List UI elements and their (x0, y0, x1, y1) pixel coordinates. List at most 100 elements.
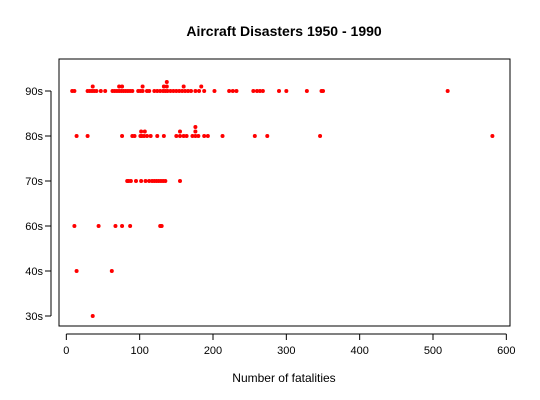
data-point (184, 134, 189, 138)
y-tick-label: 30s (25, 311, 43, 323)
data-point (193, 134, 198, 138)
data-point (230, 89, 235, 93)
data-point (181, 134, 186, 138)
data-point (72, 224, 77, 228)
data-point (147, 89, 152, 93)
y-axis: 30s 40s 60s 70s 80s 90s (25, 86, 52, 323)
data-point (85, 134, 90, 138)
data-point (74, 269, 79, 273)
y-tick-label: 70s (25, 176, 43, 188)
data-point (212, 89, 217, 93)
data-point (190, 134, 195, 138)
chart-title: Aircraft Disasters 1950 - 1990 (186, 23, 382, 39)
data-point (181, 84, 186, 89)
data-point (260, 89, 265, 93)
data-point (177, 89, 182, 93)
data-point (152, 89, 157, 93)
y-tick-label: 90s (25, 86, 43, 98)
x-axis: 0 100 200 300 400 500 600 (63, 333, 516, 357)
data-point (164, 84, 169, 89)
data-point (255, 89, 259, 93)
data-point (445, 89, 450, 93)
x-tick-label: 300 (277, 345, 295, 357)
data-point (186, 89, 191, 93)
data-point (163, 179, 168, 183)
data-point (155, 89, 160, 93)
data-point (103, 89, 108, 93)
data-point (193, 129, 198, 134)
x-tick-label: 0 (63, 345, 69, 357)
data-point (145, 134, 149, 138)
x-tick-label: 600 (497, 345, 515, 357)
data-point (128, 224, 133, 228)
data-point (189, 89, 193, 93)
data-point (178, 179, 182, 183)
data-point (227, 89, 232, 93)
data-point (142, 134, 147, 138)
data-point (113, 224, 118, 228)
data-point (265, 134, 270, 138)
data-point (134, 179, 138, 183)
data-point (109, 269, 114, 273)
data-point (90, 84, 95, 89)
data-point (120, 134, 125, 138)
data-point (252, 134, 257, 138)
data-point (147, 179, 152, 183)
data-point (183, 89, 188, 93)
data-point (284, 89, 289, 93)
y-tick-label: 80s (25, 131, 43, 143)
data-point (98, 89, 103, 93)
x-tick-label: 200 (204, 345, 222, 357)
plot-frame (58, 58, 511, 327)
data-point (197, 89, 202, 93)
data-point (277, 89, 281, 93)
y-tick-label: 40s (25, 266, 43, 278)
x-axis-label: Number of fatalities (232, 371, 335, 385)
data-point (234, 89, 239, 93)
data-point (161, 84, 166, 89)
data-point (74, 134, 79, 138)
data-point (196, 134, 201, 138)
data-point (132, 134, 137, 138)
data-point (148, 134, 153, 138)
data-point (178, 134, 182, 138)
data-point (142, 129, 147, 134)
data-point (96, 224, 101, 228)
data-point (205, 134, 210, 138)
data-point (164, 80, 169, 84)
data-point (174, 89, 179, 93)
x-tick-label: 500 (424, 345, 442, 357)
data-point (155, 134, 160, 138)
data-point (161, 134, 166, 138)
data-point (251, 89, 256, 93)
data-point (72, 89, 77, 93)
data-points (70, 80, 495, 318)
data-point (180, 89, 185, 93)
data-point (159, 224, 164, 228)
data-point (130, 89, 135, 93)
data-point (94, 89, 99, 93)
data-point (90, 314, 95, 318)
data-point (304, 89, 309, 93)
x-tick-label: 100 (130, 345, 148, 357)
data-point (143, 179, 148, 183)
x-tick-label: 400 (350, 345, 368, 357)
data-point (202, 89, 207, 93)
data-point (139, 129, 144, 134)
y-tick-label: 60s (25, 221, 43, 233)
data-point (158, 89, 163, 93)
data-point (178, 129, 182, 134)
data-point (490, 134, 495, 138)
data-point (128, 179, 133, 183)
data-point (168, 89, 173, 93)
data-point (117, 84, 122, 89)
data-point (220, 134, 225, 138)
data-point (174, 134, 179, 138)
data-point (193, 89, 198, 93)
data-point (171, 89, 176, 93)
data-point (165, 89, 170, 93)
data-point (140, 89, 145, 93)
data-point (202, 134, 207, 138)
data-point (140, 84, 145, 89)
